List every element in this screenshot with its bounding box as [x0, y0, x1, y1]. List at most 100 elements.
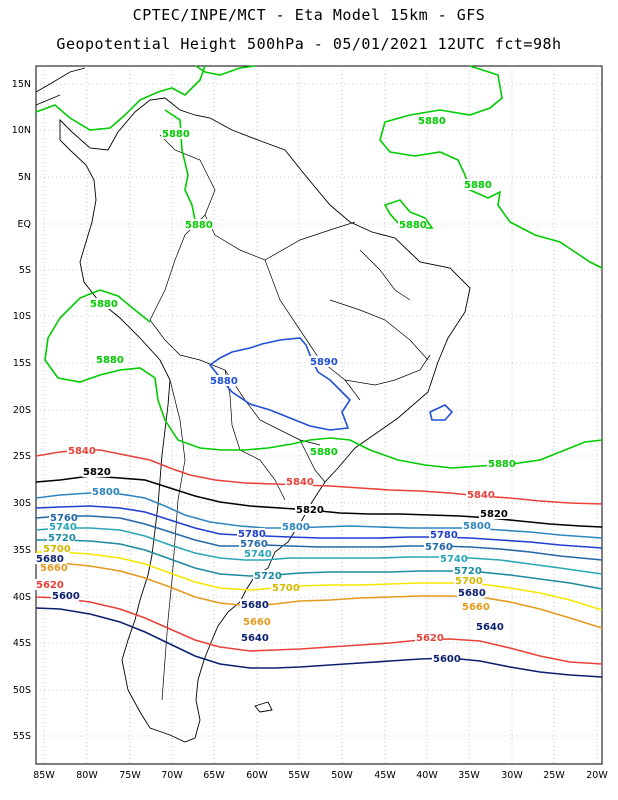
- contour-label-bg: [239, 538, 267, 549]
- lon-tick-labels: 85W 80W 75W 70W 65W 60W 55W 50W 45W 40W 35W 30W 25W 2…: [33, 770, 608, 781]
- contour-label-bg: [240, 599, 268, 610]
- contour-label: 5840: [467, 490, 495, 501]
- contour-label: 5600: [433, 654, 461, 665]
- contour-label-bg: [295, 504, 323, 515]
- contour-label: 5820: [480, 509, 508, 520]
- contour-line: [35, 607, 603, 678]
- contour-label: 5680: [241, 600, 269, 611]
- lon-tick-label: 75W: [119, 770, 141, 781]
- lat-tick-label: 30S: [13, 498, 31, 509]
- contour-label: 5780: [238, 529, 266, 540]
- contour-label: 5660: [462, 602, 490, 613]
- contour-labels: 5880 5880 5880 5880 5880 5880 5880 5880 5880 5890…: [35, 115, 516, 665]
- contour-line: [195, 65, 256, 76]
- contour-label: 5800: [282, 522, 310, 533]
- lat-tick-label: 20S: [13, 405, 31, 416]
- contour-label: 5840: [286, 477, 314, 488]
- coastlines: [35, 67, 471, 743]
- contour-label-bg: [453, 565, 481, 576]
- contour-label-bg: [466, 489, 494, 500]
- contour-label: 5760: [425, 542, 453, 553]
- contour-label-bg: [82, 466, 110, 477]
- contour-label: 5740: [440, 554, 468, 565]
- contour-label-bg: [243, 548, 271, 559]
- contour-label: 5680: [36, 554, 64, 565]
- lon-tick-label: 20W: [586, 770, 608, 781]
- contour-label: 5880: [310, 447, 338, 458]
- contour-label: 5700: [43, 544, 71, 555]
- lon-tick-label: 55W: [288, 770, 310, 781]
- lon-tick-label: 85W: [33, 770, 55, 781]
- contour-label: 5720: [454, 566, 482, 577]
- contour-label-bg: [457, 587, 485, 598]
- contour-label-bg: [242, 616, 270, 627]
- contour-label: 5680: [458, 588, 486, 599]
- contour-label-bg: [415, 632, 443, 643]
- contour-label-bg: [49, 512, 77, 523]
- lon-tick-label: 35W: [458, 770, 480, 781]
- lon-tick-label: 30W: [501, 770, 523, 781]
- contour-label-bg: [398, 219, 426, 230]
- contour-label-bg: [42, 543, 70, 554]
- contour-label-bg: [161, 128, 189, 139]
- contour-label-bg: [253, 570, 281, 581]
- contour-label-bg: [271, 582, 299, 593]
- country-borders: [149, 134, 431, 701]
- lon-tick-label: 80W: [76, 770, 98, 781]
- lat-tick-label: 10S: [13, 311, 31, 322]
- contour-line: [35, 527, 603, 575]
- contour-line: [35, 596, 603, 665]
- contour-label: 5780: [430, 530, 458, 541]
- contour-label: 5880: [399, 220, 427, 231]
- contour-label-bg: [285, 476, 313, 487]
- lat-tick-label: 25S: [13, 451, 31, 462]
- contour-line: [99, 289, 151, 323]
- contour-label-bg: [424, 541, 452, 552]
- contour-label: 5700: [272, 583, 300, 594]
- contour-label-bg: [281, 521, 309, 532]
- contour-label-bg: [95, 354, 123, 365]
- contour-line: [164, 109, 197, 226]
- contour-label: 5880: [210, 376, 238, 387]
- contour-label: 5740: [49, 522, 77, 533]
- contour-label: 5800: [463, 521, 491, 532]
- contour-line: [208, 337, 352, 431]
- lon-tick-label: 50W: [331, 770, 353, 781]
- lat-tick-label: 35S: [13, 545, 31, 556]
- lon-tick-label: 40W: [416, 770, 438, 781]
- contour-label: 5880: [96, 355, 124, 366]
- lat-tick-label: EQ: [18, 219, 31, 230]
- contour-label-bg: [209, 375, 237, 386]
- contour-label: 5640: [476, 622, 504, 633]
- contour-label: 5740: [244, 549, 272, 560]
- contour-line: [379, 65, 603, 269]
- contour-label-bg: [184, 219, 212, 230]
- contour-label-bg: [454, 575, 482, 586]
- lon-tick-label: 65W: [203, 770, 225, 781]
- contour-line: [44, 289, 603, 469]
- lat-tick-label: 50S: [13, 685, 31, 696]
- contour-label: 5880: [418, 116, 446, 127]
- lat-tick-label: 5N: [18, 172, 31, 183]
- central-america-coast: [35, 67, 86, 106]
- contour-label-bg: [462, 520, 490, 531]
- contour-label: 5890: [310, 357, 338, 368]
- contour-label-bg: [487, 458, 515, 469]
- contour-label: 5820: [296, 505, 324, 516]
- contour-line: [35, 505, 603, 549]
- contour-label: 5660: [243, 617, 271, 628]
- contour-label-bg: [47, 532, 75, 543]
- contour-label: 5660: [40, 563, 68, 574]
- contour-label-bg: [479, 508, 507, 519]
- contour-line: [429, 404, 454, 421]
- lon-tick-label: 45W: [374, 770, 396, 781]
- contour-label-bg: [461, 601, 489, 612]
- contour-label-bg: [89, 298, 117, 309]
- contour-line: [36, 539, 603, 590]
- lon-tick-label: 70W: [161, 770, 183, 781]
- contour-label-bg: [35, 553, 63, 564]
- contour-label-bg: [67, 445, 95, 456]
- lon-tick-label: 60W: [246, 770, 268, 781]
- contour-label: 5700: [455, 576, 483, 587]
- contour-label-bg: [463, 179, 491, 190]
